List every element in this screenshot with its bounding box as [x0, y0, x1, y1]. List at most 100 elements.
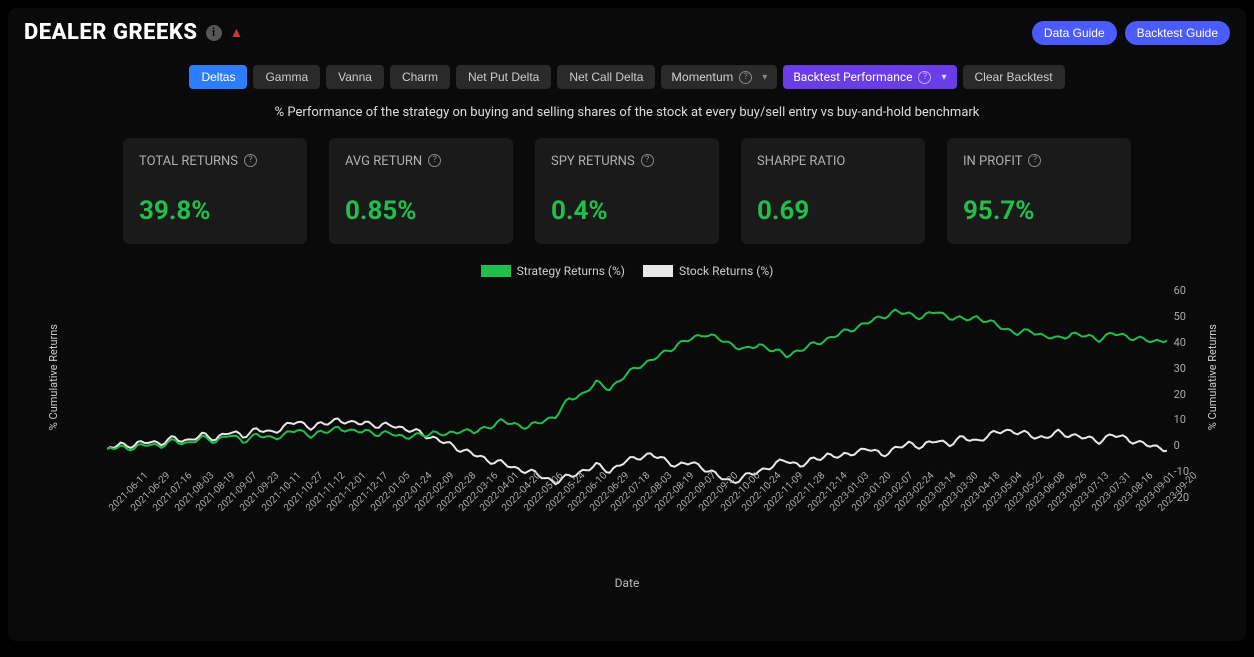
help-icon[interactable]: ?: [244, 154, 257, 167]
y-tick: 40: [1174, 336, 1189, 349]
y-tick: 0: [1174, 439, 1189, 452]
stat-label: TOTAL RETURNS?: [139, 154, 291, 188]
momentum-dropdown[interactable]: Momentum ? ▾: [661, 65, 777, 89]
backtest-guide-button[interactable]: Backtest Guide: [1125, 21, 1230, 45]
chevron-down-icon: ▾: [762, 72, 767, 83]
header: DEALER GREEKS i ▲ Data Guide Backtest Gu…: [24, 20, 1230, 45]
x-tick: 2023-09-01: [1134, 505, 1177, 548]
help-icon[interactable]: ?: [428, 154, 441, 167]
line-chart-svg: [107, 284, 1167, 504]
x-tick: 2022-05-24: [544, 505, 587, 548]
clear-backtest-button[interactable]: Clear Backtest: [963, 65, 1065, 89]
series-line: [107, 419, 1167, 485]
x-tick: 2023-04-18: [959, 505, 1002, 548]
x-tick: 2021-08-03: [173, 505, 216, 548]
chart-area: % Cumulative Returns % Cumulative Return…: [37, 284, 1217, 584]
data-guide-button[interactable]: Data Guide: [1032, 21, 1117, 45]
stat-value: 0.4%: [551, 196, 703, 226]
y-ticks: 6050403020100-10-20: [1174, 284, 1189, 504]
stat-label: IN PROFIT?: [963, 154, 1115, 188]
title-wrap: DEALER GREEKS i ▲: [24, 20, 243, 45]
x-tick: 2022-11-09: [762, 505, 805, 548]
legend-item[interactable]: Stock Returns (%): [643, 264, 773, 278]
warning-icon[interactable]: ▲: [230, 24, 244, 41]
x-tick: 2023-06-08: [1024, 505, 1067, 548]
tab-row: Deltas Gamma Vanna Charm Net Put Delta N…: [24, 65, 1230, 89]
stat-value: 39.8%: [139, 196, 291, 226]
dashboard-container: DEALER GREEKS i ▲ Data Guide Backtest Gu…: [8, 8, 1246, 641]
legend-item[interactable]: Strategy Returns (%): [481, 264, 625, 278]
x-tick: 2022-07-18: [609, 505, 652, 548]
x-tick: 2021-12-17: [347, 505, 390, 548]
stat-value: 95.7%: [963, 196, 1115, 226]
x-tick: 2022-01-05: [369, 505, 412, 548]
x-tick: 2022-04-01: [478, 505, 521, 548]
x-tick: 2021-09-07: [216, 505, 259, 548]
x-tick: 2022-08-03: [631, 505, 674, 548]
x-tick: 2021-06-11: [107, 505, 150, 548]
x-tick: 2023-03-30: [937, 505, 980, 548]
x-axis-label: Date: [615, 576, 640, 590]
tab-gamma[interactable]: Gamma: [253, 65, 320, 89]
y-axis-label-left: % Cumulative Returns: [47, 324, 60, 430]
x-tick: 2023-02-24: [893, 505, 936, 548]
chart-legend: Strategy Returns (%) Stock Returns (%): [24, 264, 1230, 278]
tab-net-put-delta[interactable]: Net Put Delta: [456, 65, 551, 89]
x-tick: 2021-10-27: [282, 505, 325, 548]
x-tick: 2022-02-28: [435, 505, 478, 548]
momentum-label: Momentum: [671, 70, 733, 84]
x-tick: 2022-05-06: [522, 505, 565, 548]
page-title: DEALER GREEKS: [24, 20, 198, 45]
stat-card: TOTAL RETURNS? 39.8%: [123, 138, 307, 244]
x-tick: 2021-12-01: [325, 505, 368, 548]
x-tick: 2021-10-11: [260, 505, 303, 548]
y-tick: 10: [1174, 413, 1189, 426]
x-tick: 2021-07-16: [151, 505, 194, 548]
chevron-down-icon: ▾: [941, 72, 946, 83]
x-tick: 2023-09-20: [1156, 505, 1199, 548]
tab-net-call-delta[interactable]: Net Call Delta: [557, 65, 655, 89]
tab-vanna[interactable]: Vanna: [326, 65, 384, 89]
y-tick: 60: [1174, 284, 1189, 297]
info-icon[interactable]: i: [206, 25, 222, 41]
x-tick: 2021-06-29: [129, 505, 172, 548]
y-tick: 30: [1174, 362, 1189, 375]
x-tick: 2022-08-19: [653, 505, 696, 548]
backtest-perf-label: Backtest Performance: [793, 70, 912, 84]
stat-card: IN PROFIT? 95.7%: [947, 138, 1131, 244]
x-tick: 2022-09-20: [697, 505, 740, 548]
x-tick: 2022-02-09: [413, 505, 456, 548]
x-tick: 2022-12-14: [806, 505, 849, 548]
legend-swatch: [643, 265, 673, 277]
tab-deltas[interactable]: Deltas: [189, 65, 247, 89]
legend-label: Stock Returns (%): [679, 264, 773, 278]
stat-value: 0.85%: [345, 196, 497, 226]
x-tick: 2021-09-23: [238, 505, 281, 548]
x-tick: 2022-03-16: [457, 505, 500, 548]
x-tick: 2023-02-07: [872, 505, 915, 548]
stat-card: AVG RETURN? 0.85%: [329, 138, 513, 244]
backtest-performance-dropdown[interactable]: Backtest Performance ? ▾: [783, 65, 956, 89]
legend-swatch: [481, 265, 511, 277]
x-tick: 2023-05-04: [981, 505, 1024, 548]
header-buttons: Data Guide Backtest Guide: [1032, 21, 1230, 45]
x-tick: 2022-06-10: [566, 505, 609, 548]
x-tick: 2022-10-24: [740, 505, 783, 548]
x-tick: 2022-06-29: [588, 505, 631, 548]
y-axis-label-right: % Cumulative Returns: [1206, 324, 1219, 430]
stat-label: AVG RETURN?: [345, 154, 497, 188]
help-icon[interactable]: ?: [1028, 154, 1041, 167]
x-tick: 2023-01-20: [850, 505, 893, 548]
x-tick: 2023-06-26: [1046, 505, 1089, 548]
stat-value: 0.69: [757, 196, 909, 226]
stat-card: SHARPE RATIO0.69: [741, 138, 925, 244]
tab-charm[interactable]: Charm: [390, 65, 450, 89]
x-tick: 2023-01-03: [828, 505, 871, 548]
x-tick: 2022-04-20: [500, 505, 543, 548]
help-icon[interactable]: ?: [641, 154, 654, 167]
x-tick: 2023-03-14: [915, 505, 958, 548]
x-tick: 2022-09-07: [675, 505, 718, 548]
x-tick: 2022-01-24: [391, 505, 434, 548]
y-tick: 50: [1174, 310, 1189, 323]
x-tick: 2023-07-13: [1068, 505, 1111, 548]
